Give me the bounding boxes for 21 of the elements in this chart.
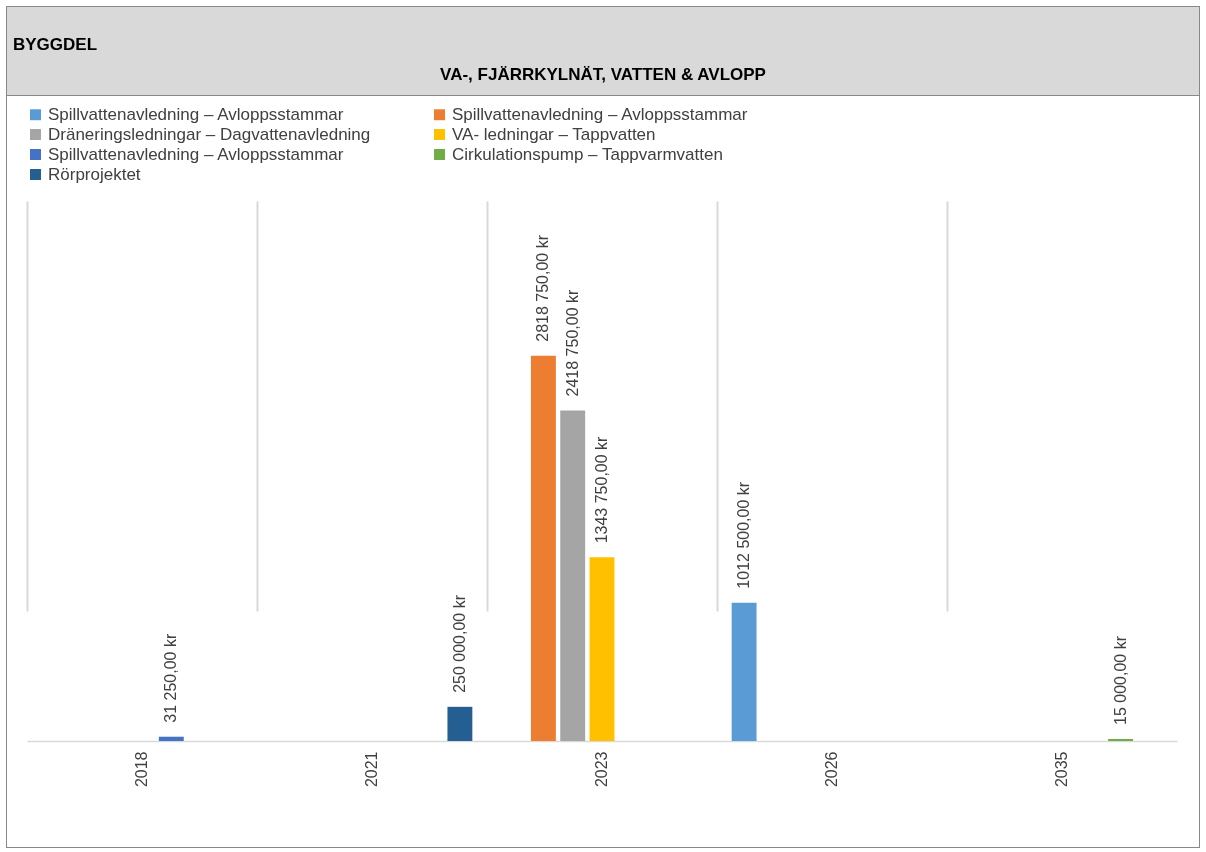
x-tick-label: 2023 <box>593 751 610 788</box>
data-label: 250 000,00 kr <box>450 594 468 693</box>
data-label: 31 250,00 kr <box>162 633 180 723</box>
legend-label: Cirkulationspump – Tappvarmvatten <box>452 144 723 164</box>
legend-label: VA- ledningar – Tappvatten <box>452 124 656 144</box>
legend-label: Spillvattenavledning – Avloppsstammar <box>48 144 344 164</box>
legend-label: Dräneringsledningar – Dagvattenavledning <box>48 124 371 144</box>
chart-subtitle: VA-, FJÄRRKYLNÄT, VATTEN & AVLOPP <box>439 65 767 85</box>
legend-label: Spillvattenavledning – Avloppsstammar <box>48 104 344 124</box>
legend-label: Rörprojektet <box>48 164 141 184</box>
chart-title: BYGGDEL <box>13 35 98 55</box>
data-label: 2418 750,00 kr <box>563 289 581 397</box>
data-label: 2818 750,00 kr <box>534 234 552 342</box>
data-label: 15 000,00 kr <box>1111 635 1129 725</box>
x-tick-label: 2035 <box>1053 751 1070 788</box>
x-tick-label: 2026 <box>823 751 840 788</box>
data-label: 1012 500,00 kr <box>735 481 753 589</box>
legend-label: Spillvattenavledning – Avloppsstammar <box>452 104 748 124</box>
data-label: 1343 750,00 kr <box>593 435 610 544</box>
x-tick-label: 2018 <box>133 751 150 788</box>
x-tick-label: 2021 <box>363 751 380 788</box>
